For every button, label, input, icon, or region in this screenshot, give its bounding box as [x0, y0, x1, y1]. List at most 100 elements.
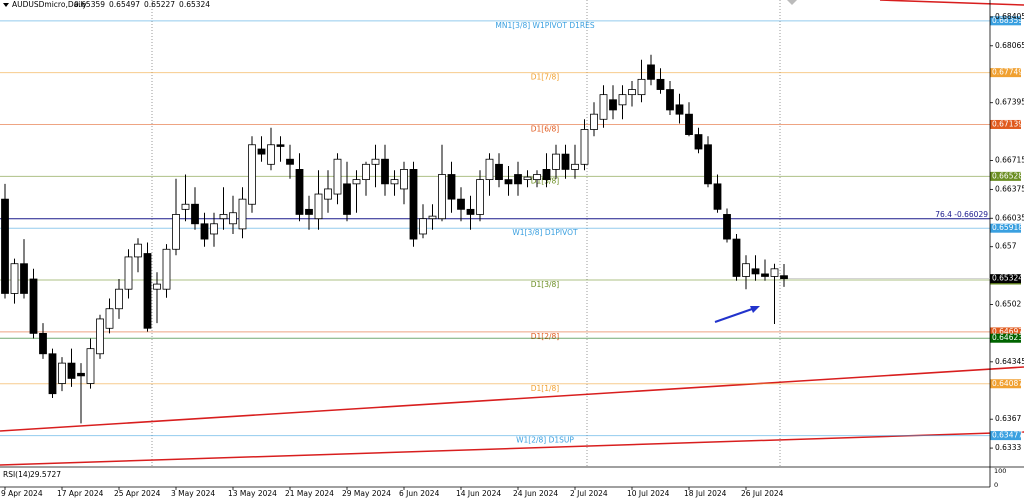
arrow-head	[750, 306, 760, 313]
x-tick-label: 3 May 2024	[171, 489, 215, 498]
price-box	[990, 119, 1021, 129]
candle-body	[438, 174, 446, 220]
candle-body	[96, 318, 104, 355]
rsi-tick-label: 100	[994, 467, 1006, 475]
candle-body	[343, 183, 351, 215]
candles	[1, 54, 788, 424]
candle-body	[248, 144, 256, 205]
candle-body	[257, 148, 266, 155]
candle-body	[219, 214, 228, 220]
candle-body	[675, 104, 684, 115]
candle-body	[20, 263, 28, 294]
level-label: D1[6/8]	[531, 124, 560, 133]
y-tick-label: 0.68065	[995, 41, 1024, 50]
x-tick-label: 26 Jul 2024	[741, 489, 784, 498]
candle-body	[39, 332, 47, 355]
level-label: MN1[3/8] W1PIVOT D1RES	[495, 21, 594, 30]
candle-body	[580, 129, 589, 165]
ohlc-value: 0.65497	[109, 0, 140, 9]
price-box-label: 0.63477	[992, 431, 1023, 440]
candle-body	[561, 153, 570, 170]
y-tick-label: 0.64345	[995, 357, 1024, 366]
candle-body	[514, 174, 522, 185]
x-tick-label: 9 Apr 2024	[1, 489, 43, 498]
x-tick-label: 29 May 2024	[342, 489, 391, 498]
candle-body	[476, 179, 484, 215]
candle-body	[1, 198, 9, 294]
y-tick-label: 0.66035	[995, 213, 1024, 222]
x-tick-label: 14 Jun 2024	[456, 489, 501, 498]
levels: MN1[3/8] W1PIVOT D1RES 0.68359 D1[7/8] 0.67…	[0, 16, 1023, 445]
x-tick-label: 25 Apr 2024	[114, 489, 161, 498]
price-box	[990, 327, 1021, 337]
x-tick-label: 6 Jun 2024	[399, 489, 440, 498]
candle-body	[694, 134, 703, 150]
candle-body	[637, 78, 646, 96]
marker	[787, 0, 797, 5]
candle-body	[191, 203, 199, 225]
candle-body	[428, 215, 437, 220]
candle-body	[77, 372, 85, 377]
candle-body	[172, 214, 180, 250]
candle-body	[86, 348, 95, 384]
candle-body	[656, 78, 665, 90]
arrow	[714, 307, 756, 323]
candle-body	[105, 308, 114, 329]
candle-body	[295, 169, 304, 215]
candle-body	[362, 163, 370, 181]
price-box-label: 0.68359	[992, 16, 1023, 25]
rsi-tick-label: 0	[994, 481, 998, 489]
candle-body	[181, 203, 190, 210]
candle-body	[200, 223, 209, 240]
x-tick-label: 13 May 2024	[228, 489, 277, 498]
candle-body	[552, 153, 560, 170]
candle-body	[29, 278, 38, 334]
x-tick-label: 17 Apr 2024	[57, 489, 104, 498]
level-label: D1[1/8]	[531, 384, 560, 393]
candle-body	[751, 268, 760, 275]
candle-body	[10, 263, 19, 294]
candle-body	[333, 158, 342, 195]
trendline	[0, 431, 1024, 466]
candle-body	[618, 94, 627, 106]
price-box	[990, 431, 1021, 441]
y-tick-label: 0.657	[995, 242, 1017, 251]
price-box	[990, 16, 1021, 26]
candle-body	[780, 275, 788, 280]
level-label: D1[2/8]	[531, 332, 560, 341]
price-box-label: 0.67749	[992, 68, 1023, 77]
price-box-label: 0.66528	[992, 171, 1023, 180]
candle-body	[571, 163, 579, 170]
y-tick-label: 0.66375	[995, 184, 1024, 193]
y-tick-label: 0.68405	[995, 12, 1024, 21]
candle-body	[48, 353, 57, 395]
candle-body	[723, 214, 731, 240]
candle-body	[162, 248, 171, 290]
candle-body	[533, 174, 541, 181]
trendline	[879, 0, 1024, 6]
ohlc-value: 0.65227	[144, 0, 175, 9]
candle-body	[685, 113, 693, 135]
x-tick-label: 24 Jun 2024	[513, 489, 558, 498]
candle-body	[400, 169, 408, 190]
candle-body	[732, 238, 741, 277]
candle-body	[628, 89, 636, 96]
price-box	[990, 171, 1021, 181]
price-box	[990, 223, 1021, 233]
candle-body	[276, 144, 285, 147]
candle-body	[352, 179, 361, 185]
candle-body	[647, 64, 655, 80]
price-box	[990, 333, 1021, 343]
x-tick-label: 2 Jul 2024	[570, 489, 608, 498]
candle-body	[590, 113, 598, 130]
candle-body	[447, 174, 456, 200]
x-tick-label: 21 May 2024	[285, 489, 334, 498]
ohlc-value: 0.65324	[179, 0, 210, 9]
candle-body	[153, 283, 161, 290]
price-box-label: 0.64087	[992, 379, 1023, 388]
candle-body	[409, 169, 418, 240]
y-tick-label: 0.6333	[995, 443, 1021, 452]
price-box	[990, 379, 1021, 389]
